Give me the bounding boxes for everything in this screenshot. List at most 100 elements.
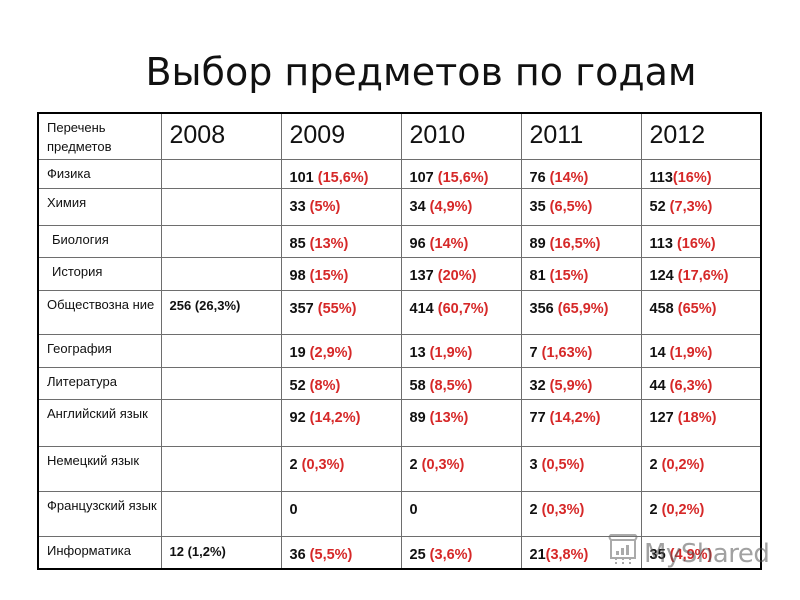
count-value: 19 (289, 344, 306, 361)
cell-2012: 113 (16%) (640, 224, 762, 258)
cell-2011: 7 (1,63%) (520, 333, 642, 368)
table-row: Немецкий язык 2 (0,3%) 2 (0,3%) 3 (0,5%) 2 … (37, 445, 762, 492)
count-value: 113 (649, 169, 673, 186)
cell-2010: 137 (20%) (400, 256, 522, 291)
percent-value: (0,3%) (541, 501, 585, 518)
count-value: 85 (289, 235, 306, 252)
cell-2012: 35 (4,9%) (640, 535, 762, 570)
count-value: 127 (649, 409, 674, 426)
subject-name: Немецкий язык (37, 445, 162, 492)
count-value: 2 (649, 456, 658, 473)
count-value: 2 (409, 456, 418, 473)
table-row: История 98 (15%) 137 (20%) 81 (15%) 124 (17… (37, 256, 762, 291)
subject-name: Английский язык (37, 398, 162, 447)
percent-value: (5%) (309, 198, 341, 215)
table-row: Информатика 12 (1,2%) 36 (5,5%) 25 (3,6%) 21… (37, 535, 762, 570)
cell-2008 (160, 445, 282, 492)
count-value: 13 (409, 344, 426, 361)
percent-value: (13%) (429, 409, 469, 426)
cell-2010: 0 (400, 490, 522, 537)
count-value: 52 (649, 198, 666, 215)
count-value: 25 (409, 546, 426, 563)
header-year-2009: 2009 (280, 112, 402, 160)
percent-value: (16%) (676, 235, 716, 252)
cell-2011: 76 (14%) (520, 158, 642, 189)
percent-value: (5,5%) (309, 546, 353, 563)
percent-value: (4,9%) (669, 546, 713, 563)
count-value: 12 (169, 543, 184, 559)
count-value: 2 (289, 456, 298, 473)
count-value: 113 (649, 235, 673, 252)
header-year-2008: 2008 (160, 112, 282, 160)
count-value: 0 (409, 501, 418, 518)
cell-2011: 81 (15%) (520, 256, 642, 291)
cell-2008 (160, 256, 282, 291)
header-year-2011: 2011 (520, 112, 642, 160)
cell-2009: 0 (280, 490, 402, 537)
percent-value: (20%) (437, 267, 477, 284)
cell-2009: 36 (5,5%) (280, 535, 402, 570)
percent-value: (13%) (309, 235, 349, 252)
subject-name: Французский язык (37, 490, 162, 537)
cell-2011: 89 (16,5%) (520, 224, 642, 258)
percent-value: (14,2%) (309, 409, 361, 426)
count-value: 36 (289, 546, 306, 563)
percent-value: (55%) (317, 300, 357, 317)
count-value: 89 (529, 235, 546, 252)
count-value: 2 (649, 501, 658, 518)
count-value: 21 (529, 546, 546, 563)
cell-2010: 89 (13%) (400, 398, 522, 447)
percent-value: (1,2%) (187, 543, 226, 559)
cell-2008 (160, 158, 282, 189)
percent-value: (1,63%) (541, 344, 593, 361)
percent-value: (0,3%) (301, 456, 345, 473)
percent-value: (65%) (677, 300, 717, 317)
count-value: 52 (289, 377, 306, 394)
subject-name: География (37, 333, 162, 368)
subject-name: Обществозна ние (37, 289, 162, 335)
percent-value: (17,6%) (677, 267, 729, 284)
cell-2009: 19 (2,9%) (280, 333, 402, 368)
percent-value: (6,5%) (549, 198, 593, 215)
percent-value: (8,5%) (429, 377, 473, 394)
count-value: 98 (289, 267, 306, 284)
percent-value: (0,2%) (661, 501, 705, 518)
table-row: Обществозна ние 256 (26,3%) 357 (55%) 414 (… (37, 289, 762, 335)
count-value: 96 (409, 235, 426, 252)
subject-name: Литература (37, 366, 162, 400)
subject-name: История (37, 256, 162, 291)
cell-2010: 2 (0,3%) (400, 445, 522, 492)
cell-2008 (160, 366, 282, 400)
percent-value: (0,3%) (421, 456, 465, 473)
table-row: Литература 52 (8%) 58 (8,5%) 32 (5,9%) 44 (… (37, 366, 762, 400)
count-value: 137 (409, 267, 434, 284)
cell-2010: 34 (4,9%) (400, 187, 522, 226)
cell-2008: 256 (26,3%) (160, 289, 282, 335)
cell-2009: 357 (55%) (280, 289, 402, 335)
cell-2009: 33 (5%) (280, 187, 402, 226)
table-row: Биология 85 (13%) 96 (14%) 89 (16,5%) 113 (… (37, 224, 762, 258)
cell-2011: 35 (6,5%) (520, 187, 642, 226)
cell-2008 (160, 490, 282, 537)
cell-2012: 113(16%) (640, 158, 762, 189)
cell-2009: 101 (15,6%) (280, 158, 402, 189)
percent-value: (0,2%) (661, 456, 705, 473)
percent-value: (1,9%) (429, 344, 473, 361)
cell-2010: 96 (14%) (400, 224, 522, 258)
percent-value: (15,6%) (437, 169, 489, 186)
header-year-2012: 2012 (640, 112, 762, 160)
cell-2008 (160, 333, 282, 368)
percent-value: (7,3%) (669, 198, 713, 215)
table-row: География 19 (2,9%) 13 (1,9%) 7 (1,63%) 14 … (37, 333, 762, 368)
header-year-2010: 2010 (400, 112, 522, 160)
percent-value: (26,3%) (194, 297, 241, 313)
cell-2010: 58 (8,5%) (400, 366, 522, 400)
count-value: 32 (529, 377, 546, 394)
percent-value: (1,9%) (669, 344, 713, 361)
cell-2011: 2 (0,3%) (520, 490, 642, 537)
percent-value: (14%) (429, 235, 469, 252)
count-value: 33 (289, 198, 306, 215)
percent-value: (16,5%) (549, 235, 601, 252)
percent-value: (18%) (677, 409, 717, 426)
cell-2008 (160, 398, 282, 447)
